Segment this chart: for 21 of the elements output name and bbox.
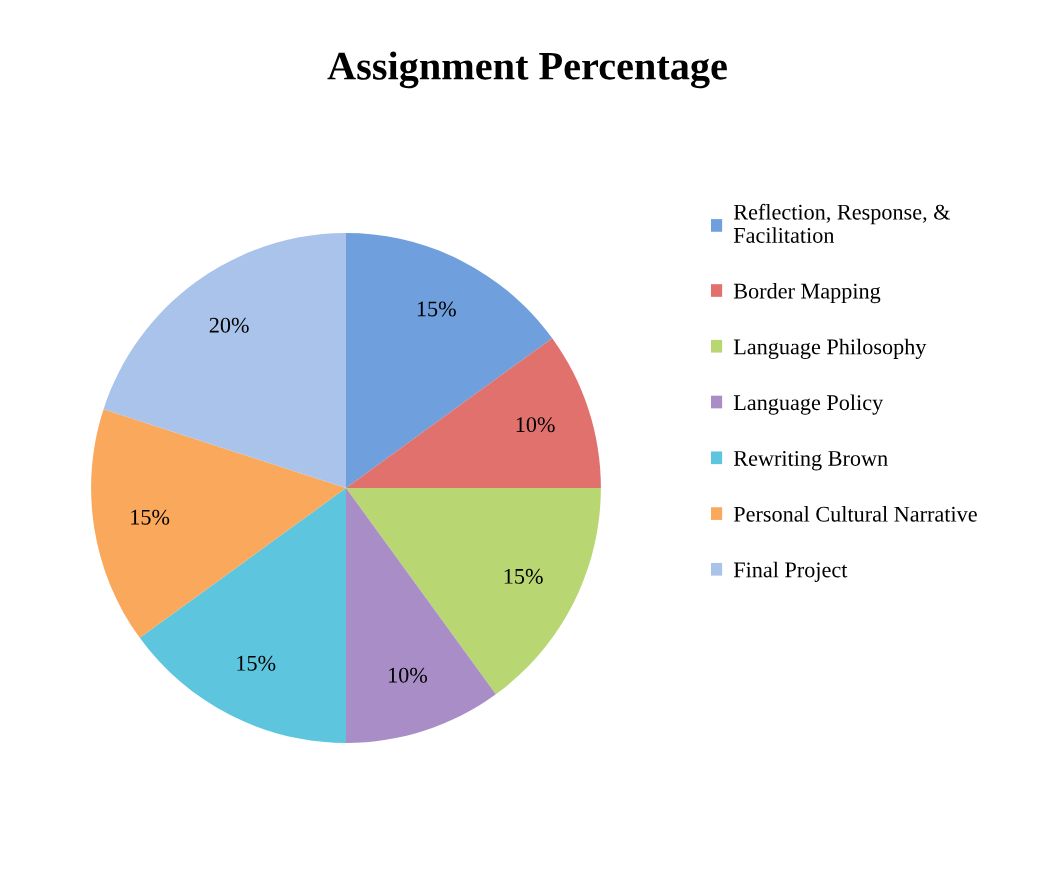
pie-slice bbox=[91, 409, 346, 638]
data-label: 15% bbox=[131, 509, 170, 525]
legend-label: Language Policy bbox=[733, 394, 884, 415]
data-label: 10% bbox=[389, 667, 428, 683]
data-label: 10% bbox=[516, 417, 555, 433]
pie-slice bbox=[103, 233, 346, 488]
legend-label: Personal Cultural Narrative bbox=[733, 506, 977, 522]
legend-label: Reflection, Response, & Facilitation bbox=[733, 203, 951, 243]
data-label: 15% bbox=[237, 655, 276, 671]
data-label: 20% bbox=[209, 317, 249, 333]
pie-slice bbox=[346, 488, 601, 695]
chart-title: Assignment Percentage bbox=[327, 51, 727, 89]
pie-slice bbox=[346, 488, 496, 743]
legend-label: Rewriting Brown bbox=[733, 450, 888, 471]
data-label: 15% bbox=[417, 301, 456, 317]
pie-slice bbox=[346, 233, 553, 488]
pie-slice bbox=[346, 338, 601, 488]
data-label: 15% bbox=[504, 568, 543, 584]
legend-label: Final Project bbox=[733, 561, 848, 582]
legend-label: Border Mapping bbox=[733, 282, 881, 304]
legend-label: Language Philosophy bbox=[733, 338, 927, 359]
